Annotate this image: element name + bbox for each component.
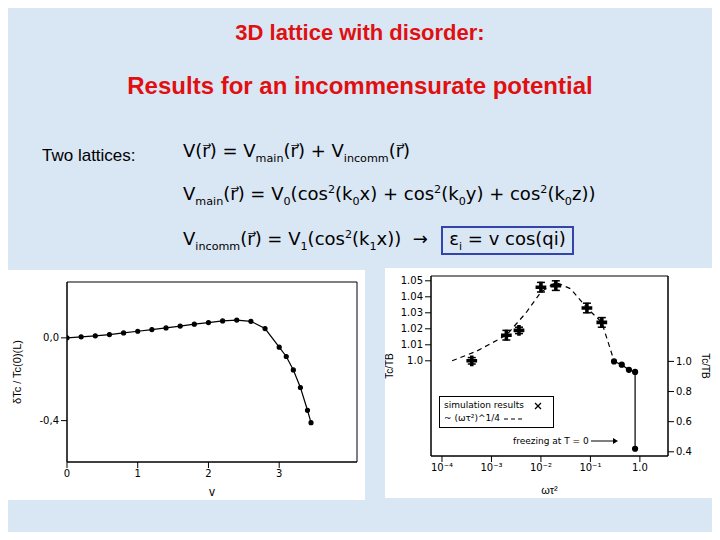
- svg-text:δTc / Tc(0)(L): δTc / Tc(0)(L): [11, 340, 23, 404]
- svg-text:10⁻²: 10⁻²: [530, 462, 552, 473]
- svg-text:1.03: 1.03: [401, 307, 423, 318]
- svg-text:0.6: 0.6: [676, 416, 692, 427]
- html-text:εi= v cos(qi): εi= v cos(qi): [449, 228, 566, 253]
- svg-text:1.0: 1.0: [407, 355, 423, 366]
- svg-text:10⁻¹: 10⁻¹: [579, 462, 601, 473]
- svg-text:ωτ²: ωτ²: [541, 484, 558, 496]
- svg-text:10⁻³: 10⁻³: [480, 462, 502, 473]
- svg-text:-0,4: -0,4: [39, 415, 59, 426]
- svg-text:0.4: 0.4: [676, 446, 692, 457]
- svg-text:1.0: 1.0: [632, 462, 648, 473]
- svg-text:3: 3: [276, 468, 282, 479]
- svg-text:Tc/TB: Tc/TB: [700, 353, 711, 379]
- svg-text:10⁻⁴: 10⁻⁴: [431, 462, 453, 473]
- svg-text:1.04: 1.04: [401, 291, 423, 302]
- html-text:V(r⃗) = Vmain(r⃗) + Vincomm(r⃗: V(r⃗) = Vmain(r⃗) + Vincomm(r⃗): [183, 140, 411, 165]
- html-text:simulation results: simulation results: [444, 400, 524, 410]
- html-text:Two lattices:: Two lattices:: [42, 146, 136, 165]
- html-text:freezing at T = 0: freezing at T = 0: [513, 436, 589, 446]
- svg-text:1.02: 1.02: [401, 323, 423, 334]
- svg-text:1: 1: [135, 468, 141, 479]
- html-text:~ (ωτ²)^1/4: ~ (ωτ²)^1/4: [444, 413, 500, 423]
- html-text:Results for an incommensurate: Results for an incommensurate potential: [127, 72, 593, 99]
- html-text:3D lattice with disorder:: 3D lattice with disorder:: [235, 20, 485, 45]
- svg-text:0,0: 0,0: [43, 332, 59, 343]
- svg-text:1.05: 1.05: [401, 275, 423, 286]
- svg-text:v: v: [209, 485, 215, 499]
- svg-text:0: 0: [64, 468, 70, 479]
- html-text:Vmain(r⃗) = V0(cos2(k0x) + cos: Vmain(r⃗) = V0(cos2(k0x) + cos2(k0y) + c…: [183, 183, 596, 208]
- svg-text:0.8: 0.8: [676, 386, 692, 397]
- svg-text:1.0: 1.0: [676, 356, 692, 367]
- svg-text:Tc/TB: Tc/TB: [385, 353, 395, 379]
- svg-text:1.01: 1.01: [401, 339, 423, 350]
- svg-text:2: 2: [205, 468, 211, 479]
- html-text:Vincomm(r⃗) = V1(cos2(k1x)) →: Vincomm(r⃗) = V1(cos2(k1x)) →: [183, 228, 440, 253]
